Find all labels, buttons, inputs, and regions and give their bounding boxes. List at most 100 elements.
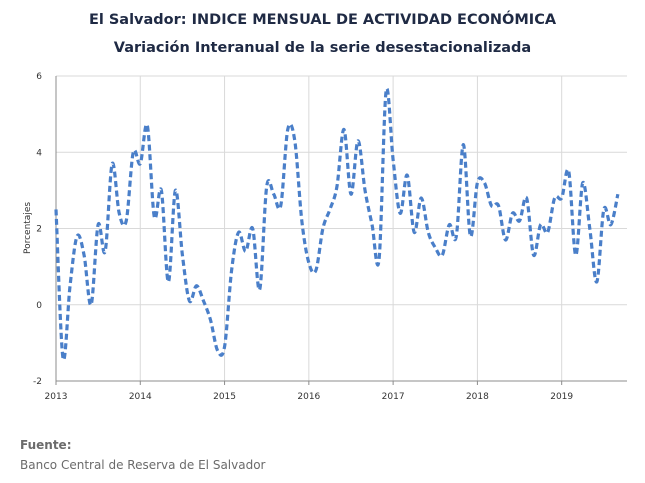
y-tick-label: -2 bbox=[33, 377, 42, 387]
data-point bbox=[413, 231, 416, 234]
data-point bbox=[76, 235, 79, 238]
data-point bbox=[174, 189, 177, 192]
data-point bbox=[216, 349, 219, 352]
data-point bbox=[371, 223, 374, 226]
x-tick-label: 2017 bbox=[382, 392, 405, 402]
data-point bbox=[392, 158, 395, 161]
data-point bbox=[497, 204, 500, 207]
data-point bbox=[188, 299, 191, 302]
data-point bbox=[244, 250, 247, 253]
data-point bbox=[258, 288, 261, 291]
series-layer bbox=[54, 87, 620, 362]
y-axis-label: Porcentajes bbox=[23, 202, 33, 254]
y-tick-label: 6 bbox=[36, 72, 42, 82]
data-point bbox=[90, 303, 93, 306]
data-point bbox=[111, 162, 114, 165]
data-point bbox=[279, 204, 282, 207]
data-point bbox=[609, 223, 612, 226]
data-point bbox=[62, 357, 65, 360]
source-text: Banco Central de Reserva de El Salvador bbox=[20, 458, 266, 472]
y-tick-label: 4 bbox=[36, 148, 42, 158]
x-tick-label: 2016 bbox=[297, 392, 320, 402]
chart-subtitle: Variación Interanual de la serie desesta… bbox=[113, 40, 532, 56]
data-point bbox=[55, 208, 58, 211]
data-point bbox=[230, 269, 233, 272]
data-point bbox=[328, 208, 331, 211]
data-point bbox=[462, 143, 465, 146]
data-point bbox=[160, 189, 163, 192]
data-point bbox=[595, 280, 598, 283]
data-point bbox=[181, 254, 184, 257]
data-point bbox=[104, 250, 107, 253]
tick-labels: -2 0 2 4 6 2013 2014 2015 2016 2017 2018 2019 bbox=[33, 72, 573, 402]
data-point bbox=[237, 231, 240, 234]
data-point bbox=[406, 174, 409, 177]
data-point bbox=[560, 197, 563, 200]
data-point bbox=[321, 227, 324, 230]
y-tick-label: 2 bbox=[36, 225, 42, 235]
x-tick-label: 2015 bbox=[213, 392, 236, 402]
data-point bbox=[588, 227, 591, 230]
grid-lines bbox=[55, 75, 627, 382]
data-point bbox=[476, 181, 479, 184]
series-line bbox=[54, 87, 620, 362]
data-point bbox=[378, 258, 381, 261]
data-point bbox=[469, 235, 472, 238]
data-point bbox=[146, 124, 149, 127]
data-point bbox=[490, 204, 493, 207]
data-point bbox=[118, 212, 121, 215]
data-point bbox=[483, 181, 486, 184]
data-point bbox=[69, 284, 72, 287]
data-point bbox=[251, 227, 254, 230]
data-point bbox=[602, 208, 605, 211]
data-point bbox=[420, 197, 423, 200]
data-point bbox=[286, 128, 289, 131]
data-point bbox=[427, 231, 430, 234]
data-point bbox=[300, 219, 303, 222]
data-point bbox=[125, 219, 128, 222]
data-point bbox=[83, 254, 86, 257]
data-point bbox=[364, 189, 367, 192]
axes bbox=[55, 76, 627, 385]
data-point bbox=[272, 193, 275, 196]
data-point bbox=[532, 254, 535, 257]
data-point bbox=[581, 181, 584, 184]
data-point bbox=[209, 319, 212, 322]
data-point bbox=[167, 280, 170, 283]
data-point bbox=[335, 185, 338, 188]
data-point bbox=[525, 197, 528, 200]
x-tick-label: 2014 bbox=[129, 392, 152, 402]
data-point bbox=[553, 197, 556, 200]
chart-title: El Salvador: INDICE MENSUAL DE ACTIVIDAD… bbox=[88, 12, 557, 28]
data-point bbox=[567, 170, 570, 173]
data-point bbox=[518, 219, 521, 222]
data-point bbox=[139, 162, 142, 165]
data-point bbox=[153, 216, 156, 219]
data-point bbox=[349, 193, 352, 196]
source-label: Fuente: bbox=[20, 438, 72, 452]
data-point bbox=[546, 231, 549, 234]
data-point bbox=[357, 139, 360, 142]
data-point bbox=[455, 235, 458, 238]
data-point bbox=[448, 223, 451, 226]
x-tick-label: 2018 bbox=[466, 392, 489, 402]
data-point bbox=[202, 299, 205, 302]
data-point bbox=[293, 139, 296, 142]
data-point bbox=[314, 269, 317, 272]
data-point bbox=[195, 284, 198, 287]
data-point bbox=[441, 254, 444, 257]
y-tick-label: 0 bbox=[36, 301, 42, 311]
data-point bbox=[574, 254, 577, 257]
data-point bbox=[307, 261, 310, 264]
x-tick-label: 2019 bbox=[550, 392, 573, 402]
data-point bbox=[511, 212, 514, 215]
data-point bbox=[385, 90, 388, 93]
data-point bbox=[132, 151, 135, 154]
data-point bbox=[265, 185, 268, 188]
data-point bbox=[539, 223, 542, 226]
x-tick-label: 2013 bbox=[45, 392, 68, 402]
line-chart: -2 0 2 4 6 2013 2014 2015 2016 2017 2018 2019 Porce… bbox=[23, 72, 627, 402]
data-point bbox=[504, 238, 507, 241]
data-point bbox=[434, 246, 437, 249]
data-point bbox=[97, 223, 100, 226]
